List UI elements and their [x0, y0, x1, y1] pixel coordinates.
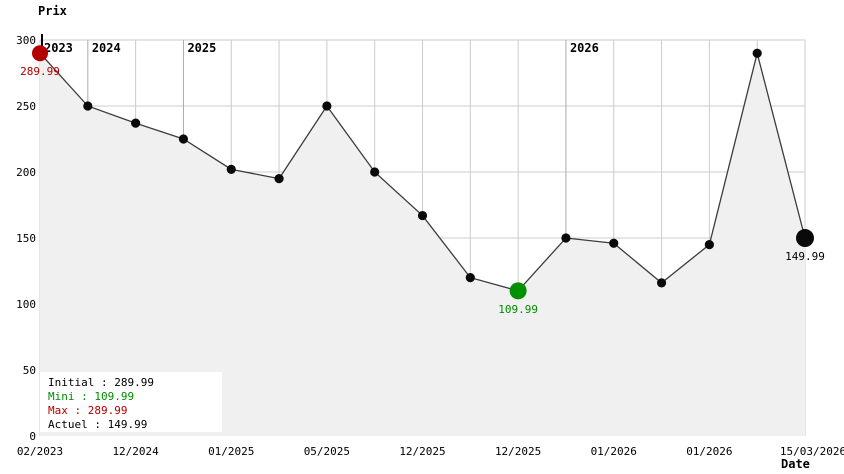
- x-tick-label: 02/2023: [17, 445, 63, 458]
- data-point[interactable]: [609, 238, 619, 248]
- initial-price-marker[interactable]: [32, 45, 48, 62]
- year-label: 2026: [570, 41, 599, 55]
- y-tick-label: 0: [29, 430, 36, 443]
- price-annotation: 149.99: [785, 250, 825, 263]
- year-label: 2025: [187, 41, 216, 55]
- year-label: 2023: [44, 41, 73, 55]
- price-annotation: 289.99: [20, 65, 60, 78]
- x-tick-label: 01/2026: [591, 445, 637, 458]
- price-annotation: 109.99: [498, 303, 538, 316]
- x-tick-label: 05/2025: [304, 445, 350, 458]
- legend-initial: Initial : 289.99: [48, 376, 154, 389]
- y-tick-label: 200: [16, 166, 36, 179]
- y-tick-label: 300: [16, 34, 36, 47]
- y-tick-label: 150: [16, 232, 36, 245]
- data-point[interactable]: [131, 118, 141, 128]
- y-tick-label: 50: [23, 364, 36, 377]
- year-label: 2024: [92, 41, 121, 55]
- y-axis-title: Prix: [38, 4, 67, 18]
- data-point[interactable]: [752, 48, 762, 58]
- data-point[interactable]: [178, 134, 189, 144]
- legend-actuel: Actuel : 149.99: [48, 418, 148, 431]
- legend-max: Max : 289.99: [48, 404, 128, 417]
- y-tick-label: 100: [16, 298, 36, 311]
- x-tick-label: 12/2024: [112, 445, 159, 458]
- current-price-marker[interactable]: [796, 229, 814, 248]
- legend-box: Initial : 289.99 Mini : 109.99 Max : 289…: [40, 372, 222, 432]
- legend-mini: Mini : 109.99: [48, 390, 135, 403]
- x-tick-label: 12/2025: [399, 445, 445, 458]
- y-tick-label: 250: [16, 100, 36, 113]
- data-point[interactable]: [561, 233, 571, 243]
- minimum-price-marker[interactable]: [509, 282, 527, 300]
- data-point[interactable]: [83, 101, 93, 111]
- data-point[interactable]: [417, 210, 428, 221]
- data-point[interactable]: [322, 101, 332, 111]
- data-point[interactable]: [370, 167, 380, 177]
- price-area-fill: [40, 53, 805, 437]
- data-point[interactable]: [274, 174, 284, 184]
- x-tick-label: 01/2026: [686, 445, 732, 458]
- x-tick-label: 01/2025: [208, 445, 254, 458]
- data-point[interactable]: [465, 273, 475, 283]
- x-tick-label: 12/2025: [495, 445, 541, 458]
- data-point[interactable]: [656, 278, 667, 288]
- x-axis-title: Date: [781, 457, 810, 471]
- x-tick-label: 15/03/2026: [780, 445, 844, 458]
- data-point[interactable]: [226, 164, 236, 174]
- data-point[interactable]: [704, 240, 714, 250]
